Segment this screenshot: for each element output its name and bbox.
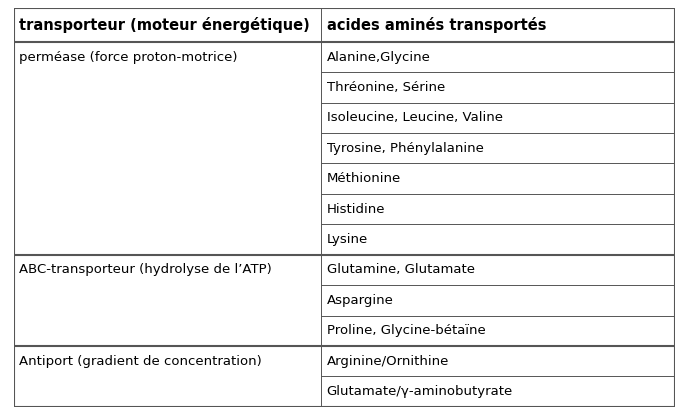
Text: Tyrosine, Phénylalanine: Tyrosine, Phénylalanine [327, 142, 484, 155]
Bar [321, 194, 675, 224]
Text: Thréonine, Sérine: Thréonine, Sérine [327, 81, 445, 94]
Bar [14, 164, 321, 194]
Bar [14, 346, 321, 376]
Bar [14, 315, 321, 346]
Text: Méthionine: Méthionine [327, 172, 401, 185]
Text: Glutamate/γ-aminobutyrate: Glutamate/γ-aminobutyrate [327, 385, 513, 398]
Bar [14, 194, 321, 224]
Bar [321, 133, 675, 164]
Bar [321, 224, 675, 255]
Bar [321, 315, 675, 346]
Bar [14, 285, 321, 315]
Bar [321, 72, 675, 103]
Text: Antiport (gradient de concentration): Antiport (gradient de concentration) [19, 354, 262, 368]
Bar [321, 376, 675, 407]
Bar [14, 72, 321, 103]
Bar [321, 103, 675, 133]
Text: Glutamine, Glutamate: Glutamine, Glutamate [327, 264, 475, 276]
Text: perméase (force proton-motrice): perméase (force proton-motrice) [19, 51, 238, 63]
Bar [321, 346, 675, 376]
Bar [321, 164, 675, 194]
Bar [321, 285, 675, 315]
Bar [321, 8, 675, 42]
Text: acides aminés transportés: acides aminés transportés [327, 17, 546, 33]
Bar [14, 255, 321, 285]
Text: Histidine: Histidine [327, 203, 385, 216]
Text: Lysine: Lysine [327, 233, 368, 246]
Text: Arginine/Ornithine: Arginine/Ornithine [327, 354, 449, 368]
Bar [321, 42, 675, 72]
Bar [14, 224, 321, 255]
Text: Isoleucine, Leucine, Valine: Isoleucine, Leucine, Valine [327, 111, 503, 124]
Text: Alanine,Glycine: Alanine,Glycine [327, 51, 431, 63]
Text: transporteur (moteur énergétique): transporteur (moteur énergétique) [19, 17, 310, 33]
Bar [321, 255, 675, 285]
Text: Proline, Glycine-bétaïne: Proline, Glycine-bétaïne [327, 324, 485, 337]
Bar [14, 8, 321, 42]
Bar [14, 376, 321, 407]
Text: ABC-transporteur (hydrolyse de l’ATP): ABC-transporteur (hydrolyse de l’ATP) [19, 264, 272, 276]
Text: Aspargine: Aspargine [327, 294, 393, 307]
Bar [14, 133, 321, 164]
Bar [14, 103, 321, 133]
Bar [14, 42, 321, 72]
